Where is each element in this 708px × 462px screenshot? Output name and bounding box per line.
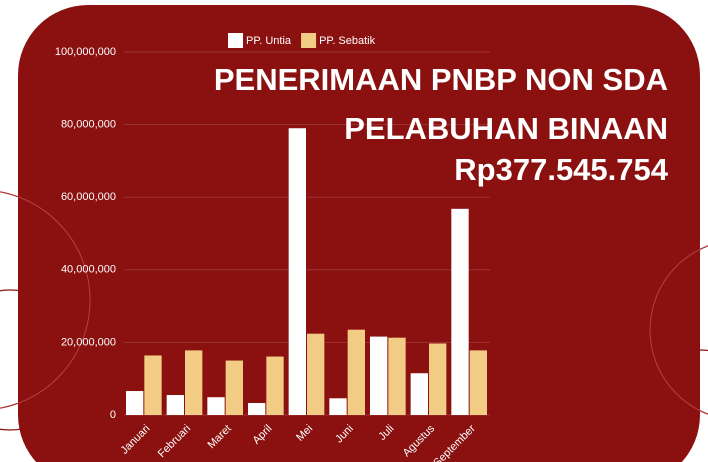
y-tick-label: 20,000,000	[61, 336, 116, 348]
bar	[289, 128, 306, 415]
y-tick-label: 100,000,000	[55, 46, 116, 58]
bar	[370, 337, 387, 415]
legend-swatch	[228, 33, 243, 48]
bar	[411, 373, 428, 415]
y-tick-label: 40,000,000	[61, 264, 116, 276]
bar	[207, 397, 224, 415]
chart-subtitle: PELABUHAN BINAAN	[344, 111, 668, 146]
bar	[266, 357, 283, 415]
chart: PENERIMAAN PNBP NON SDA PELABUHAN BINAAN…	[0, 0, 708, 462]
bar	[348, 330, 365, 415]
total-annotation: Rp377.545.754	[454, 152, 668, 187]
bar	[144, 355, 161, 415]
bar	[388, 338, 405, 415]
bar	[126, 391, 143, 415]
y-tick-label: 80,000,000	[61, 119, 116, 131]
bar	[329, 398, 346, 415]
bar	[429, 343, 446, 415]
bar	[185, 350, 202, 415]
bar	[451, 209, 468, 415]
legend-swatch	[301, 33, 316, 48]
y-tick-label: 0	[110, 409, 116, 421]
y-tick-label: 60,000,000	[61, 191, 116, 203]
legend-label: PP. Sebatik	[319, 35, 376, 47]
chart-title: PENERIMAAN PNBP NON SDA	[214, 62, 668, 97]
bar	[248, 403, 265, 415]
bar	[307, 334, 324, 415]
bar	[226, 361, 243, 415]
bar	[167, 395, 184, 415]
legend-label: PP. Untia	[246, 35, 292, 47]
bar	[470, 350, 487, 415]
